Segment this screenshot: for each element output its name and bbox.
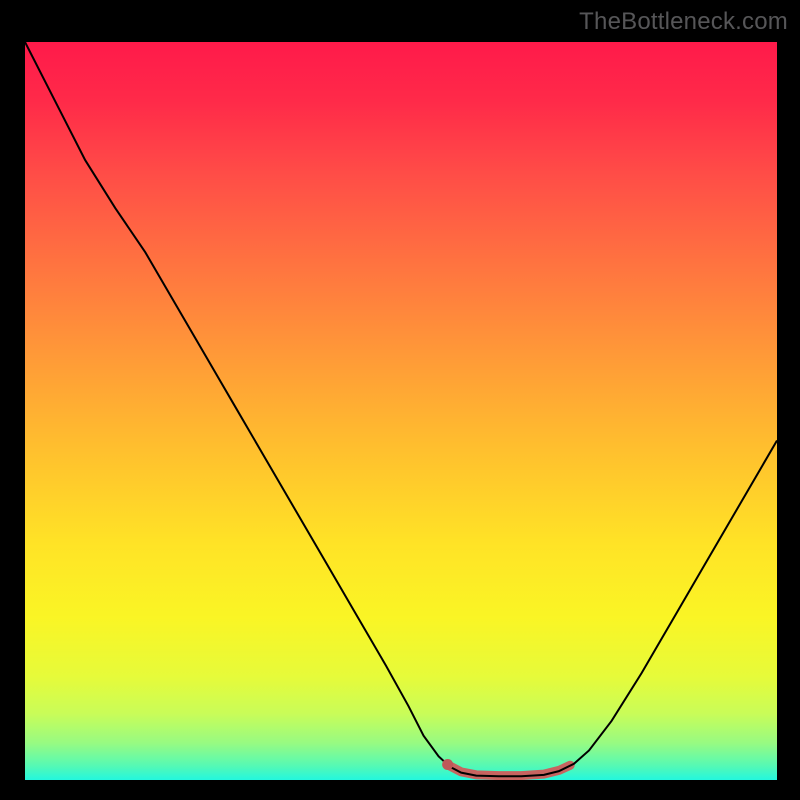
plot-area [25, 42, 777, 780]
main-curve [25, 42, 777, 776]
start-marker-dot [442, 759, 453, 770]
watermark-text: TheBottleneck.com [579, 8, 788, 36]
chart-container: TheBottleneck.com [0, 0, 800, 800]
plot-svg [25, 42, 777, 780]
